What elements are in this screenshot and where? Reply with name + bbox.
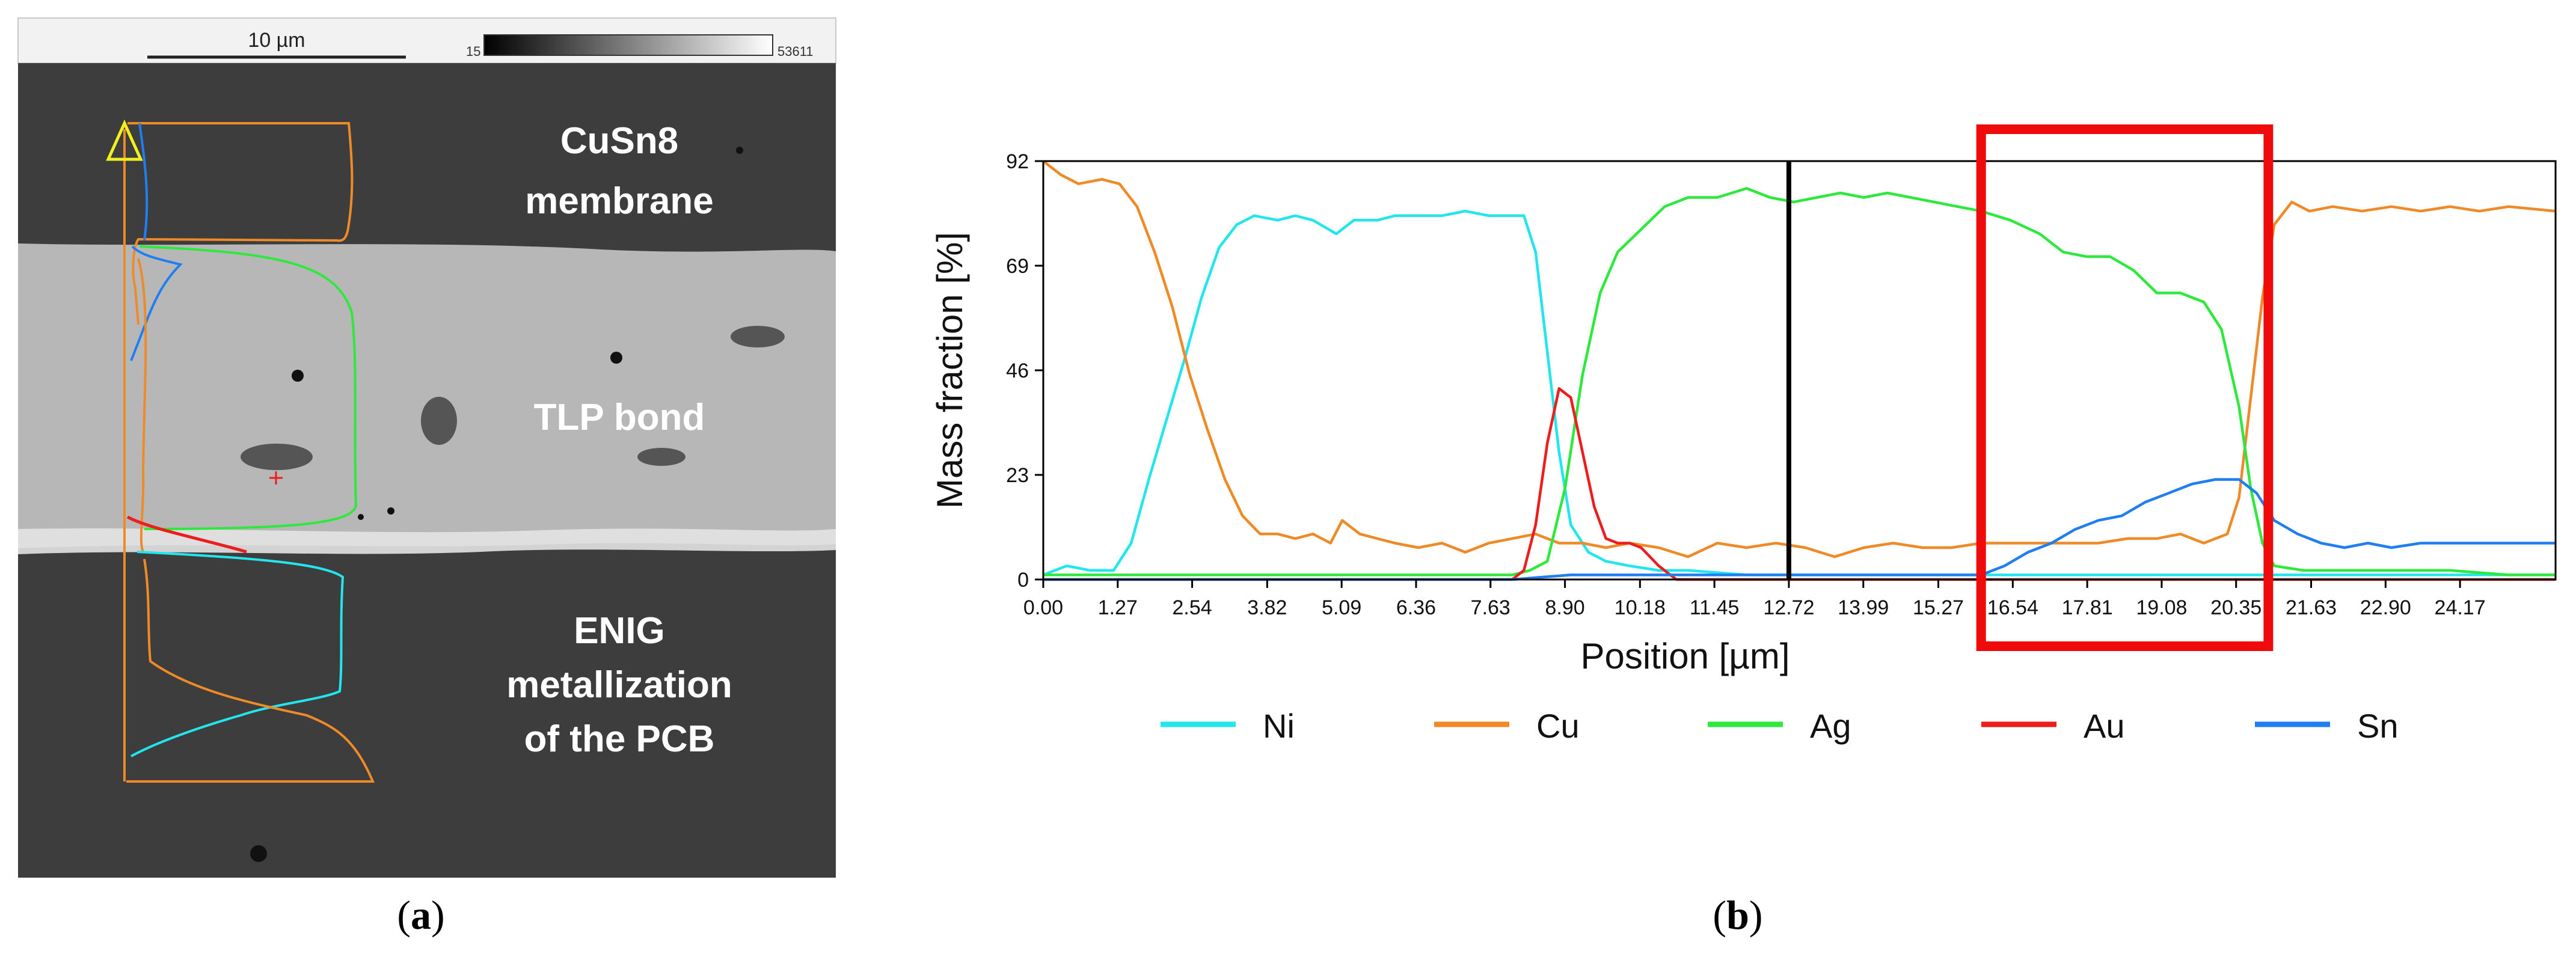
- chart-legend: Ni Cu Ag Au Sn: [1161, 707, 2399, 745]
- label-bottom-2: metallization: [506, 664, 732, 706]
- x-tick-label: 5.09: [1322, 596, 1361, 619]
- y-tick-label: 23: [1006, 464, 1029, 487]
- x-tick-label: 3.82: [1247, 596, 1287, 619]
- series-line-ag: [1043, 187, 2556, 576]
- plot-frame: [1042, 160, 2557, 581]
- legend-label-au: Au: [2084, 707, 2125, 745]
- legend-label-ag: Ag: [1810, 707, 1851, 745]
- x-tick-label: 22.90: [2360, 596, 2411, 619]
- x-tick-label: 19.08: [2136, 596, 2187, 619]
- caption-b-close: ): [1749, 892, 1763, 938]
- caption-b: (b): [1713, 892, 1762, 938]
- x-tick-label: 11.45: [1690, 596, 1740, 619]
- y-tick-label: 46: [1006, 359, 1029, 382]
- x-tick-label: 15.27: [1913, 596, 1964, 619]
- profile-sn-mid: [130, 245, 183, 361]
- x-tick-label: 21.63: [2286, 596, 2337, 619]
- profile-cu-bottom: [126, 558, 375, 783]
- bond-texture: [241, 326, 785, 470]
- caption-a: (a): [397, 892, 444, 938]
- x-tick-label: 20.35: [2210, 596, 2262, 619]
- legend-label-ni: Ni: [1263, 707, 1295, 745]
- x-tick-label: 10.18: [1615, 596, 1666, 619]
- x-tick-label: 24.17: [2435, 596, 2486, 619]
- interface-seam: [18, 528, 836, 554]
- label-bottom-1: ENIG: [574, 610, 665, 652]
- profile-au: [126, 515, 247, 554]
- label-bottom-3: of the PCB: [524, 718, 715, 760]
- scan-start-triangle: [106, 119, 143, 161]
- x-tick-label: 1.27: [1098, 596, 1138, 619]
- caption-a-close: ): [431, 892, 445, 938]
- x-tick-label: 17.81: [2062, 596, 2113, 619]
- x-tick-label: 2.54: [1173, 596, 1212, 619]
- x-tick-label: 8.90: [1545, 596, 1584, 619]
- x-tick-label: 6.36: [1396, 596, 1436, 619]
- legend-label-cu: Cu: [1536, 707, 1580, 745]
- series-line-sn: [1043, 478, 2556, 581]
- y-tick-label: 0: [1017, 569, 1029, 592]
- scalebar-label: 10 µm: [248, 29, 305, 52]
- y-tick-label: 69: [1006, 255, 1029, 278]
- gray-min-label: 15: [466, 44, 480, 59]
- highlight-box: [1976, 124, 2274, 651]
- profile-sn-top: [138, 123, 149, 241]
- legend-label-sn: Sn: [2357, 707, 2399, 745]
- y-axis-label: Mass fraction [%]: [930, 232, 970, 509]
- sem-panel: 10 µm 15 53611: [17, 17, 836, 938]
- region-labels: CuSn8 membrane TLP bond ENIG metallizati…: [506, 120, 732, 760]
- y-ticks: 0 23 46 69 92: [1006, 150, 1043, 592]
- caption-b-letter: b: [1726, 892, 1749, 938]
- label-middle: TLP bond: [534, 397, 705, 438]
- x-tick-label: 0.00: [1023, 596, 1063, 619]
- x-tick-label: 13.99: [1838, 596, 1889, 619]
- profile-ni: [130, 551, 345, 757]
- label-top-2: membrane: [525, 180, 714, 222]
- voids: [250, 147, 743, 862]
- series-line-cu: [1042, 160, 2556, 558]
- chart-series: [1042, 160, 2556, 581]
- x-ticks: 0.00 1.27 2.54 3.82 5.09 6.36 7.63 8.90 10.18 11.…: [1023, 579, 2486, 619]
- caption-a-open: (: [397, 892, 411, 938]
- probe-cross: [269, 471, 283, 485]
- x-tick-label: 7.63: [1471, 596, 1510, 619]
- caption-a-letter: a: [411, 892, 431, 938]
- profile-cu-top: [127, 122, 354, 325]
- profile-ag: [139, 245, 358, 530]
- x-tick-label: 12.72: [1763, 596, 1814, 619]
- grayscale-bar: [483, 34, 773, 56]
- x-axis-label: Position [µm]: [1580, 636, 1789, 676]
- caption-b-open: (: [1713, 892, 1726, 938]
- profile-cu-mid: [137, 258, 147, 552]
- tlp-bond-band: [18, 243, 836, 548]
- series-line-ni: [1043, 209, 2556, 576]
- line-chart: 0.00 1.27 2.54 3.82 5.09 6.36 7.63 8.90 10.18 11.…: [930, 124, 2557, 938]
- x-tick-label: 16.54: [1987, 596, 2038, 619]
- y-tick-label: 92: [1006, 150, 1029, 173]
- label-top-1: CuSn8: [560, 120, 678, 162]
- gray-max-label: 53611: [777, 44, 814, 59]
- series-line-au: [1043, 387, 2556, 581]
